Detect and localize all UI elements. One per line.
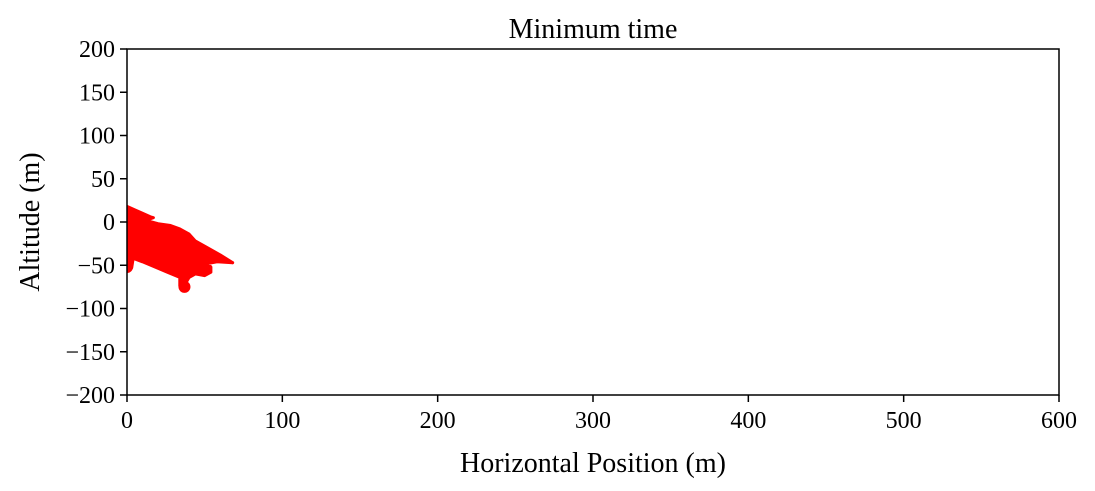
y-tick-label: −200: [65, 383, 115, 409]
x-tick-label: 600: [1041, 408, 1077, 434]
trajectory-point: [127, 260, 133, 273]
y-axis-title: Altitude (m): [15, 152, 46, 291]
trajectory-line: [195, 251, 235, 265]
y-tick-label: −100: [65, 297, 115, 323]
y-tick-label: 50: [91, 167, 115, 193]
x-tick-label: 100: [264, 408, 300, 434]
trajectory-point: [178, 280, 191, 293]
y-tick-label: −50: [77, 253, 115, 279]
y-tick-label: 0: [103, 210, 115, 236]
chart-title: Minimum time: [509, 14, 678, 45]
x-tick-label: 300: [575, 408, 611, 434]
y-tick-label: 100: [79, 124, 115, 150]
x-axis-title: Horizontal Position (m): [460, 448, 726, 479]
y-tick-label: 200: [79, 37, 115, 63]
y-tick-label: −150: [65, 340, 115, 366]
ticks-layer: 0 100 200 300 400 500 600200150100500−50−100−1…: [65, 37, 1077, 434]
x-tick-label: 200: [420, 408, 456, 434]
y-tick-label: 150: [79, 80, 115, 106]
series-layer: [127, 204, 235, 293]
x-tick-label: 500: [886, 408, 922, 434]
x-tick-label: 0: [121, 408, 133, 434]
x-tick-label: 400: [730, 408, 766, 434]
trajectory-fill: [127, 204, 235, 291]
